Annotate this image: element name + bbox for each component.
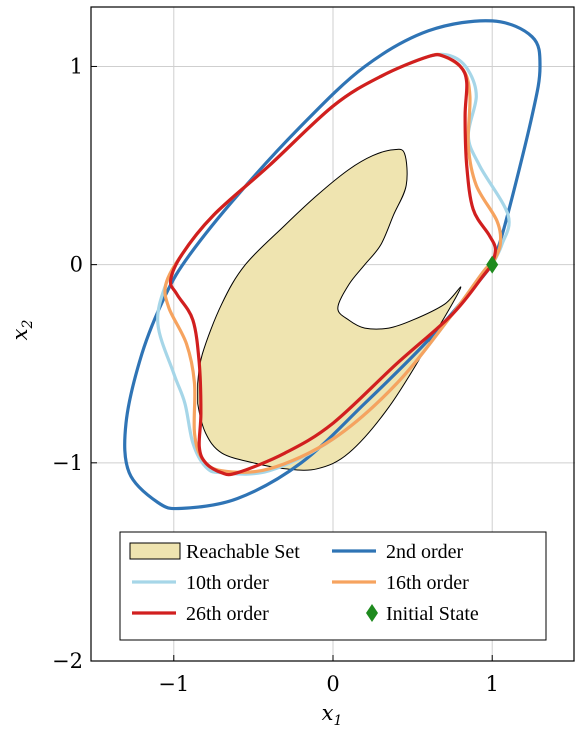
y-axis-label: x2 — [8, 320, 36, 341]
legend-label-2nd-order: 2nd order — [386, 541, 464, 563]
26th-order-curve — [168, 53, 498, 477]
x-axis-label: x1 — [322, 701, 343, 729]
legend-swatch-reachable-set — [129, 542, 181, 560]
y-tick-label: 1 — [70, 54, 83, 78]
initial-state-marker — [486, 255, 499, 274]
y-tick-label: 0 — [70, 253, 83, 277]
y-tick-label: −1 — [52, 451, 83, 475]
legend-label-10th-order: 10th order — [186, 572, 269, 594]
legend-label-16th-order: 16th order — [386, 572, 469, 594]
tick-labels: −1 0 1 −2 −1 0 1 — [52, 54, 499, 696]
legend-label-initial-state: Initial State — [386, 603, 479, 625]
y-tick-label: −2 — [52, 649, 83, 673]
x-tick-label: 1 — [486, 672, 499, 696]
x-tick-label: 0 — [326, 672, 339, 696]
legend-label-reachable-set: Reachable Set — [186, 541, 300, 563]
legend-swatch-initial-state — [366, 604, 378, 622]
legend: Reachable Set 2nd order 10th order 16th ord… — [119, 531, 547, 641]
series-layer — [123, 19, 542, 511]
legend-label-26th-order: 26th order — [186, 603, 269, 625]
x-tick-label: −1 — [158, 672, 189, 696]
reachable-set-area — [197, 148, 462, 471]
